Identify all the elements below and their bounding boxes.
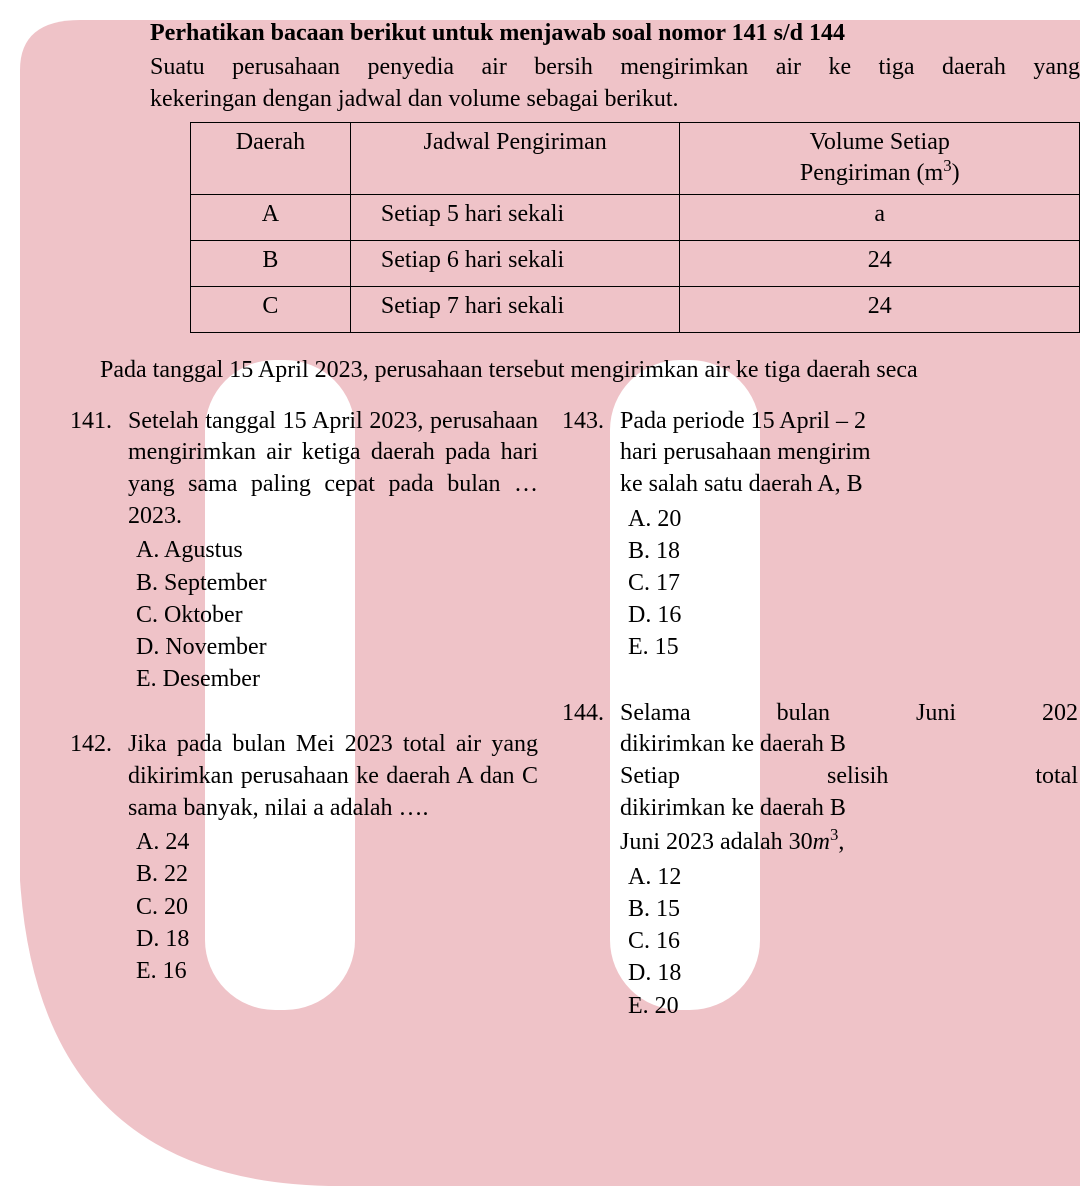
q144-stem-l5b: , <box>838 829 844 855</box>
q143-opt-d: D. 16 <box>628 599 1080 631</box>
cell-a-daerah: A <box>191 194 351 240</box>
cell-b-daerah: B <box>191 240 351 286</box>
q144-stem-l2: dikirimkan ke daerah B <box>620 731 846 757</box>
th-volume-close: ) <box>952 160 960 186</box>
q143-opt-e: E. 15 <box>628 631 1080 663</box>
table-row: B Setiap 6 hari sekali 24 <box>191 240 1080 286</box>
q142-options: A. 24 B. 22 C. 20 D. 18 E. 16 <box>136 826 540 987</box>
q143-stem-l1: Pada periode 15 April – 2 <box>620 408 866 434</box>
cell-c-daerah: C <box>191 286 351 332</box>
q141-opt-e: E. Desember <box>136 663 540 695</box>
q144-opt-a: A. 12 <box>628 861 1080 893</box>
q143-opt-b: B. 18 <box>628 535 1080 567</box>
q143-stem-l2: hari perusahaan mengirim <box>620 439 871 465</box>
q143-stem-l3: ke salah satu daerah A, B <box>620 471 863 497</box>
passage-heading: Perhatikan bacaan berikut untuk menjawab… <box>150 20 1080 47</box>
question-144: 144. Selama bulan Juni 202 dikirimkan ke… <box>562 698 1080 1022</box>
q141-opt-b: B. September <box>136 567 540 599</box>
cell-a-jadwal: Setiap 5 hari sekali <box>350 194 680 240</box>
q144-stem-l3: Setiap selisih total <box>620 761 1078 793</box>
passage-intro: Suatu perusahaan penyedia air bersih men… <box>150 51 1080 116</box>
q142-opt-e: E. 16 <box>136 955 540 987</box>
q141-opt-c: C. Oktober <box>136 599 540 631</box>
table-row: A Setiap 5 hari sekali a <box>191 194 1080 240</box>
q143-number: 143. <box>562 406 614 438</box>
th-volume-sup: 3 <box>943 156 951 175</box>
question-143: 143. Pada periode 15 April – 2 hari peru… <box>562 406 1080 664</box>
q144-number: 144. <box>562 698 614 730</box>
q141-options: A. Agustus B. September C. Oktober D. No… <box>136 534 540 695</box>
q144-opt-c: C. 16 <box>628 925 1080 957</box>
q142-opt-d: D. 18 <box>136 923 540 955</box>
q142-opt-c: C. 20 <box>136 891 540 923</box>
q142-opt-a: A. 24 <box>136 826 540 858</box>
table-row: C Setiap 7 hari sekali 24 <box>191 286 1080 332</box>
cell-c-volume: 24 <box>680 286 1080 332</box>
cell-c-jadwal: Setiap 7 hari sekali <box>350 286 680 332</box>
q144-opt-e: E. 20 <box>628 990 1080 1022</box>
th-daerah: Daerah <box>191 122 351 194</box>
q144-options: A. 12 B. 15 C. 16 D. 18 E. 20 <box>628 861 1080 1022</box>
q144-stem-l5a: Juni 2023 adalah 30 <box>620 829 813 855</box>
q144-stem-l5var: m <box>813 829 830 855</box>
q143-options: A. 20 B. 18 C. 17 D. 16 E. 15 <box>628 503 1080 664</box>
q143-stem: Pada periode 15 April – 2 hari perusahaa… <box>620 406 1078 501</box>
schedule-table: Daerah Jadwal Pengiriman Volume Setiap P… <box>190 122 1080 333</box>
th-volume-l2: Pengiriman (m <box>800 160 943 186</box>
th-volume-l1: Volume Setiap <box>810 129 950 155</box>
intro-line-2: kekeringan dengan jadwal dan volume seba… <box>150 83 1080 115</box>
q144-opt-b: B. 15 <box>628 893 1080 925</box>
q142-number: 142. <box>70 729 122 761</box>
q144-stem-l1: Selama bulan Juni 202 <box>620 698 1078 730</box>
q142-stem: Jika pada bulan Mei 2023 total air yang … <box>128 729 538 824</box>
passage-continuation: Pada tanggal 15 April 2023, perusahaan t… <box>100 357 1080 384</box>
q144-opt-d: D. 18 <box>628 957 1080 989</box>
q142-opt-b: B. 22 <box>136 858 540 890</box>
q141-opt-d: D. November <box>136 631 540 663</box>
q143-opt-a: A. 20 <box>628 503 1080 535</box>
cell-b-jadwal: Setiap 6 hari sekali <box>350 240 680 286</box>
q141-opt-a: A. Agustus <box>136 534 540 566</box>
th-volume: Volume Setiap Pengiriman (m3) <box>680 122 1080 194</box>
q143-opt-c: C. 17 <box>628 567 1080 599</box>
question-141: 141. Setelah tanggal 15 April 2023, peru… <box>70 406 540 695</box>
q144-stem: Selama bulan Juni 202 dikirimkan ke daer… <box>620 698 1078 859</box>
q141-stem: Setelah tanggal 15 April 2023, perusahaa… <box>128 406 538 533</box>
q141-number: 141. <box>70 406 122 438</box>
cell-b-volume: 24 <box>680 240 1080 286</box>
cell-a-volume: a <box>680 194 1080 240</box>
question-142: 142. Jika pada bulan Mei 2023 total air … <box>70 729 540 987</box>
q144-stem-l4: dikirimkan ke daerah B <box>620 795 846 821</box>
intro-line-1: Suatu perusahaan penyedia air bersih men… <box>150 51 1080 83</box>
th-jadwal: Jadwal Pengiriman <box>350 122 680 194</box>
